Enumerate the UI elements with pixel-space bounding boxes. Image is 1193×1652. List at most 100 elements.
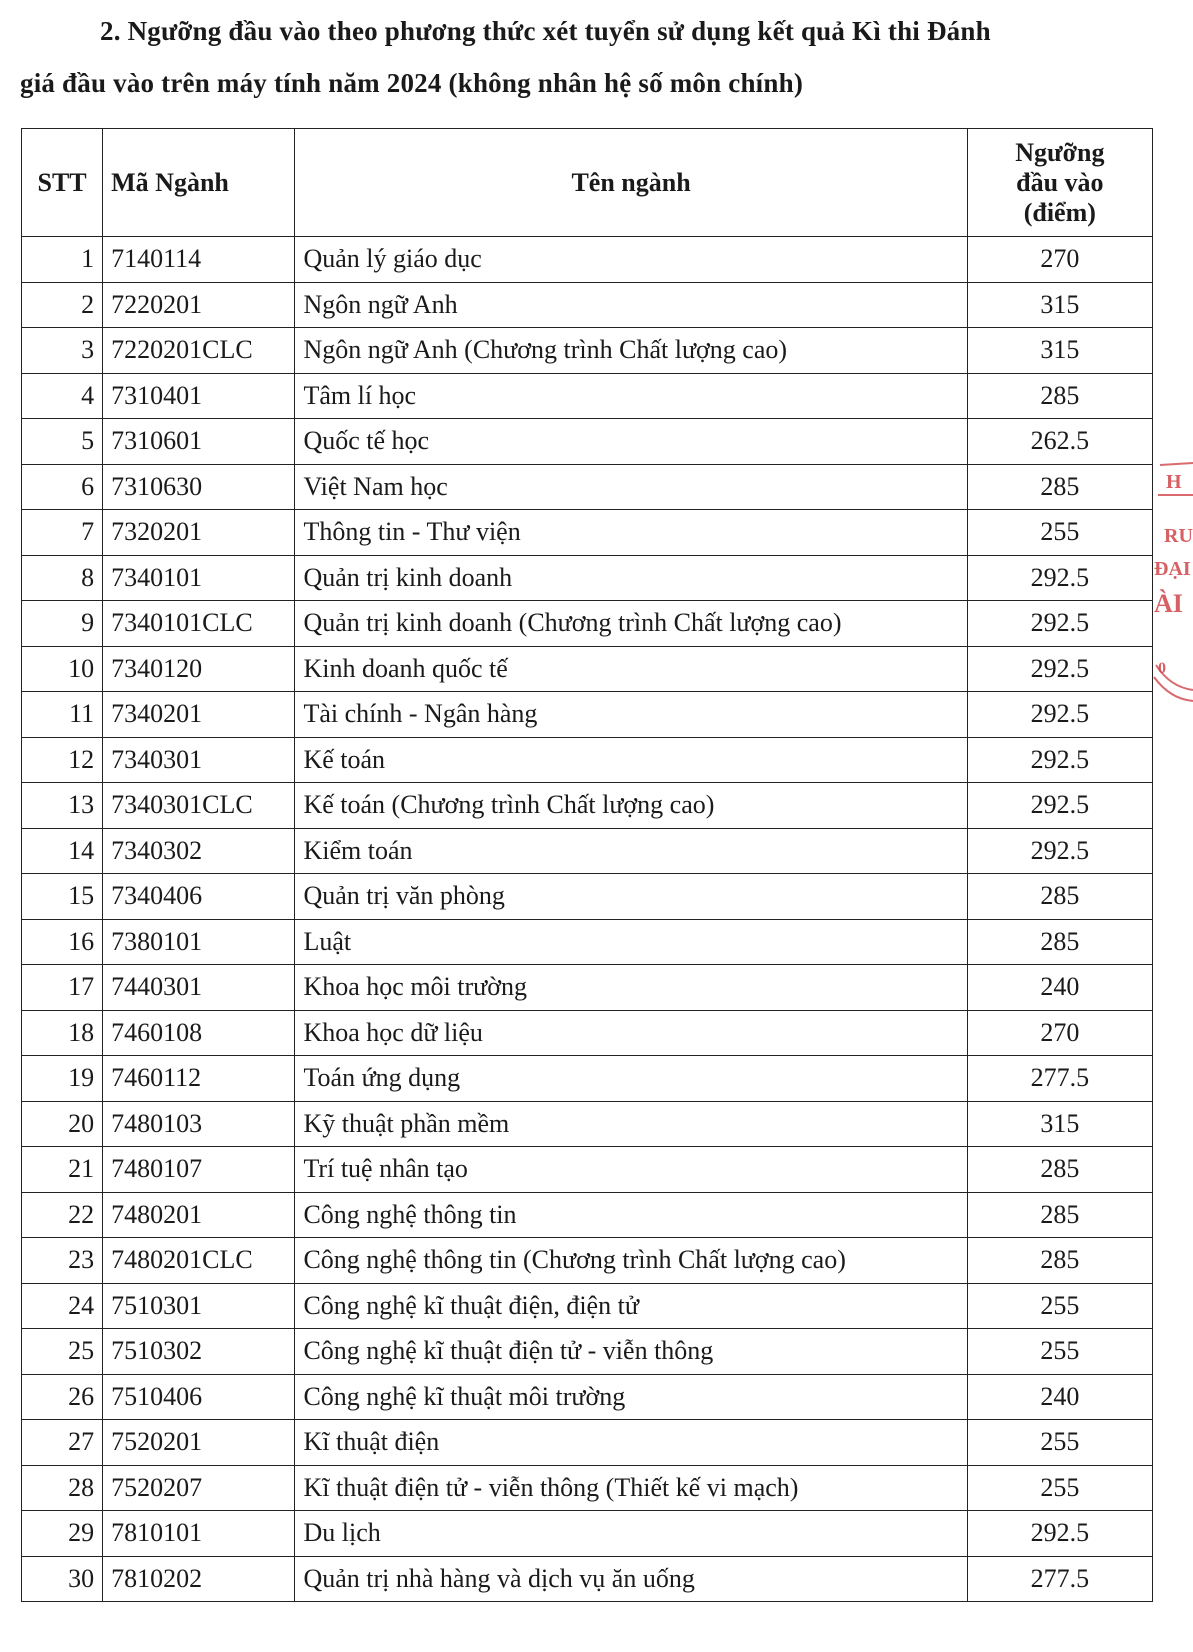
cell-score: 255	[966, 1464, 1154, 1511]
cell-code: 7460108	[102, 1009, 296, 1056]
cell-code: 7320201	[102, 509, 296, 556]
header-stt: STT	[20, 128, 104, 237]
cell-name: Việt Nam học	[294, 463, 968, 510]
cell-code: 7310601	[102, 418, 296, 465]
cell-name: Kĩ thuật điện	[294, 1419, 968, 1466]
cell-score: 292.5	[966, 827, 1154, 874]
cell-stt: 30	[20, 1555, 104, 1602]
cell-name: Quản lý giáo dục	[294, 236, 968, 283]
table-row: 4 7310401 Tâm lí học 285	[20, 372, 1154, 419]
cell-score: 292.5	[966, 691, 1154, 738]
cell-code: 7480201CLC	[102, 1237, 296, 1284]
table-row: 6 7310630 Việt Nam học 285	[20, 463, 1154, 510]
heading-line-2: giá đầu vào trên máy tính năm 2024 (khôn…	[20, 68, 804, 98]
cell-code: 7510301	[102, 1282, 296, 1329]
cell-code: 7380101	[102, 918, 296, 965]
cell-stt: 5	[20, 418, 104, 465]
cell-code: 7520201	[102, 1419, 296, 1466]
table-row: 9 7340101CLC Quản trị kinh doanh (Chương t…	[20, 600, 1154, 647]
cell-score: 277.5	[966, 1555, 1154, 1602]
table-row: 15 7340406 Quản trị văn phòng 285	[20, 873, 1154, 920]
cell-name: Công nghệ thông tin	[294, 1191, 968, 1238]
heading-line-1: 2. Ngưỡng đầu vào theo phương thức xét t…	[100, 16, 991, 46]
cell-code: 7340201	[102, 691, 296, 738]
cell-score: 315	[966, 1100, 1154, 1147]
cell-score: 292.5	[966, 554, 1154, 601]
cell-stt: 29	[20, 1510, 104, 1557]
cell-score: 255	[966, 1282, 1154, 1329]
cell-stt: 28	[20, 1464, 104, 1511]
cell-name: Kĩ thuật điện tử - viễn thông (Thiết kế …	[294, 1464, 968, 1511]
table-row: 13 7340301CLC Kế toán (Chương trình Chất l…	[20, 782, 1154, 829]
cell-score: 285	[966, 372, 1154, 419]
cell-code: 7340406	[102, 873, 296, 920]
svg-text:RU: RU	[1164, 525, 1193, 547]
cell-stt: 22	[20, 1191, 104, 1238]
official-stamp: H RU ĐẠI ÀI 0	[1153, 462, 1193, 702]
cell-score: 292.5	[966, 736, 1154, 783]
table-row: 7 7320201 Thông tin - Thư viện 255	[20, 509, 1154, 556]
cell-stt: 1	[20, 236, 104, 283]
cell-stt: 18	[20, 1009, 104, 1056]
cell-name: Quản trị kinh doanh (Chương trình Chất l…	[294, 600, 968, 647]
table-row: 5 7310601 Quốc tế học 262.5	[20, 418, 1154, 465]
cell-name: Toán ứng dụng	[294, 1055, 968, 1102]
cell-name: Quản trị nhà hàng và dịch vụ ăn uống	[294, 1555, 968, 1602]
cell-score: 315	[966, 281, 1154, 328]
cell-name: Ngôn ngữ Anh (Chương trình Chất lượng ca…	[294, 327, 968, 374]
cell-code: 7340301	[102, 736, 296, 783]
table-row: 27 7520201 Kĩ thuật điện 255	[20, 1419, 1154, 1466]
table-row: 26 7510406 Công nghệ kĩ thuật môi trường 24…	[20, 1373, 1154, 1420]
cell-code: 7340101	[102, 554, 296, 601]
cell-name: Trí tuệ nhân tạo	[294, 1146, 968, 1193]
svg-text:ÀI: ÀI	[1154, 589, 1183, 618]
table-row: 29 7810101 Du lịch 292.5	[20, 1510, 1154, 1557]
cell-name: Luật	[294, 918, 968, 965]
cell-stt: 24	[20, 1282, 104, 1329]
cell-stt: 14	[20, 827, 104, 874]
table-header-row: STT Mã Ngành Tên ngành Ngưỡng đầu vào (đ…	[20, 128, 1154, 237]
cell-name: Kỹ thuật phần mềm	[294, 1100, 968, 1147]
table-row: 1 7140114 Quản lý giáo dục 270	[20, 236, 1154, 283]
cell-stt: 26	[20, 1373, 104, 1420]
cell-score: 285	[966, 873, 1154, 920]
table-row: 2 7220201 Ngôn ngữ Anh 315	[20, 281, 1154, 328]
cell-score: 315	[966, 327, 1154, 374]
table-row: 8 7340101 Quản trị kinh doanh 292.5	[20, 554, 1154, 601]
cell-code: 7340101CLC	[102, 600, 296, 647]
cell-code: 7310401	[102, 372, 296, 419]
cell-stt: 21	[20, 1146, 104, 1193]
cell-score: 255	[966, 509, 1154, 556]
cell-score: 285	[966, 1237, 1154, 1284]
cell-name: Công nghệ kĩ thuật điện tử - viễn thông	[294, 1328, 968, 1375]
cell-name: Khoa học môi trường	[294, 964, 968, 1011]
table-row: 20 7480103 Kỹ thuật phần mềm 315	[20, 1100, 1154, 1147]
cell-stt: 9	[20, 600, 104, 647]
cell-name: Công nghệ kĩ thuật điện, điện tử	[294, 1282, 968, 1329]
header-score: Ngưỡng đầu vào (điểm)	[966, 128, 1154, 237]
cell-score: 277.5	[966, 1055, 1154, 1102]
cell-name: Công nghệ kĩ thuật môi trường	[294, 1373, 968, 1420]
cell-code: 7810202	[102, 1555, 296, 1602]
cell-name: Kế toán	[294, 736, 968, 783]
cell-stt: 11	[20, 691, 104, 738]
cell-score: 255	[966, 1419, 1154, 1466]
cell-score: 292.5	[966, 1510, 1154, 1557]
cell-score: 240	[966, 1373, 1154, 1420]
table-row: 3 7220201CLC Ngôn ngữ Anh (Chương trình Ch…	[20, 327, 1154, 374]
cell-score: 285	[966, 1191, 1154, 1238]
cell-name: Du lịch	[294, 1510, 968, 1557]
table-row: 28 7520207 Kĩ thuật điện tử - viễn thông (…	[20, 1464, 1154, 1511]
cell-code: 7140114	[102, 236, 296, 283]
cell-stt: 15	[20, 873, 104, 920]
table-row: 18 7460108 Khoa học dữ liệu 270	[20, 1009, 1154, 1056]
header-name: Tên ngành	[294, 128, 968, 237]
cell-code: 7810101	[102, 1510, 296, 1557]
cell-name: Kinh doanh quốc tế	[294, 645, 968, 692]
cell-code: 7480201	[102, 1191, 296, 1238]
cell-name: Tài chính - Ngân hàng	[294, 691, 968, 738]
cell-code: 7340120	[102, 645, 296, 692]
cell-code: 7340301CLC	[102, 782, 296, 829]
cell-stt: 8	[20, 554, 104, 601]
cell-name: Quản trị văn phòng	[294, 873, 968, 920]
